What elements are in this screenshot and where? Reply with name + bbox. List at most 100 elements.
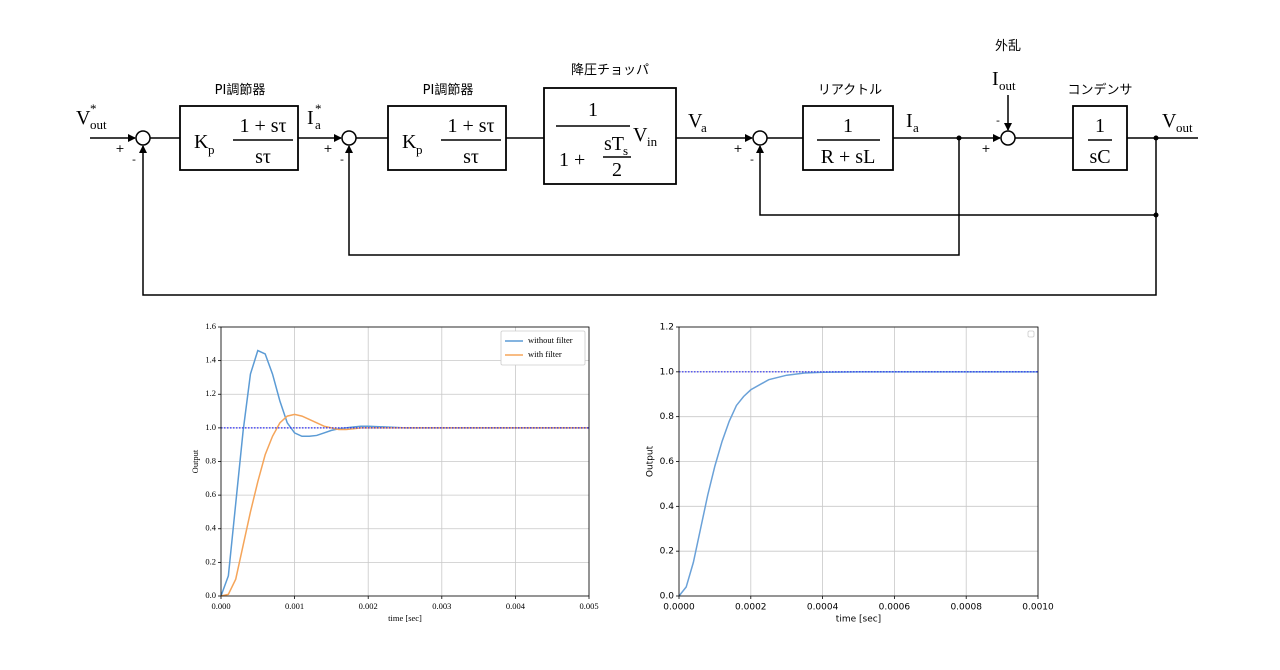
sign: + [323, 142, 332, 155]
x-tick-label: 0.0010 [1022, 603, 1054, 613]
y-tick-label: 0.8 [205, 455, 216, 465]
x-tick-label: 0.0008 [950, 603, 982, 613]
signal: V [1162, 110, 1177, 132]
denominator: 1 + [559, 149, 585, 171]
plot-frame [220, 326, 590, 597]
x-tick-label: 0.0004 [807, 603, 839, 613]
sign: - [750, 153, 754, 166]
y-tick-label: 0.0 [660, 592, 675, 602]
summing-point [752, 130, 768, 146]
y-tick-label: 0.4 [660, 502, 675, 512]
signal: V [76, 107, 91, 129]
denominator: sτ [255, 146, 271, 168]
gain-sub: in [647, 134, 658, 149]
x-tick-label: 0.0006 [879, 603, 911, 613]
y-tick-label: 0.4 [205, 523, 216, 533]
y-tick-label: 1.2 [660, 323, 674, 333]
block-label: コンデンサ [1067, 82, 1132, 98]
signal-sub: out [1176, 120, 1193, 135]
legend-label: with filter [528, 349, 562, 359]
x-axis-label: time [sec] [836, 615, 881, 625]
signal-sub: out [999, 78, 1016, 93]
y-tick-label: 1.0 [660, 367, 675, 377]
y-tick-label: 0.2 [660, 547, 674, 557]
block [802, 105, 894, 171]
y-tick-label: 1.6 [205, 321, 216, 331]
x-tick-label: 0.001 [285, 601, 304, 611]
signal: V [688, 110, 703, 132]
y-tick-label: 0.6 [205, 489, 216, 499]
numerator: 1 [843, 115, 853, 137]
summing-point [135, 130, 151, 146]
sign: - [132, 153, 136, 166]
y-tick-label: 1.2 [205, 388, 216, 398]
wires [90, 95, 1198, 296]
block-label: PI調節器 [215, 83, 266, 98]
denominator: sτ [463, 146, 479, 168]
x-tick-label: 0.005 [579, 601, 598, 611]
numerator: 1 + sτ [447, 115, 494, 137]
numerator: 1 [588, 99, 598, 121]
signal-sup: * [315, 101, 322, 116]
summing-point [341, 130, 357, 146]
block [387, 105, 507, 171]
block-label: PI調節器 [423, 83, 474, 98]
signal: I [992, 68, 999, 90]
inner-denominator: 2 [612, 159, 622, 181]
plot-frame [678, 326, 1039, 597]
x-axis-label: time [sec] [388, 613, 422, 623]
chart: 0.000 0.001 0.002 0.003 0.004 0.005 0.0 0.2 0.4 0… [190, 321, 599, 623]
gain-sub: p [208, 142, 215, 157]
legend-label: without filter [528, 335, 573, 345]
y-tick-label: 0.0 [205, 590, 216, 600]
junction [1153, 212, 1159, 218]
x-tick-label: 0.0000 [663, 603, 695, 613]
y-tick-label: 0.6 [660, 457, 675, 467]
summing-point [1000, 130, 1016, 146]
block-label: リアクトル [818, 83, 882, 98]
x-tick-label: 0.002 [359, 601, 378, 611]
signal: I [307, 107, 314, 129]
y-tick-label: 0.8 [660, 412, 675, 422]
inner-numerator-sub: s [623, 143, 628, 158]
series-line [678, 371, 1038, 597]
feedback-line [345, 138, 960, 256]
x-tick-label: 0.003 [432, 601, 451, 611]
feedback-line [756, 138, 1157, 216]
sign: + [733, 142, 742, 155]
gain: K [194, 131, 209, 153]
feedback-line [139, 145, 1157, 296]
numerator: 1 [1095, 115, 1105, 137]
denominator: R + sL [821, 146, 876, 168]
signal: I [906, 110, 913, 132]
y-tick-label: 0.2 [205, 556, 216, 566]
junction [1153, 135, 1159, 141]
inner-numerator: sT [604, 133, 624, 155]
gain: K [402, 131, 417, 153]
sign: - [340, 153, 344, 166]
signal-sub: a [701, 120, 707, 135]
x-tick-label: 0.004 [506, 601, 526, 611]
chart: 0.0000 0.0002 0.0004 0.0006 0.0008 0.0010 0.0 0… [646, 323, 1055, 625]
gain-sub: p [416, 142, 423, 157]
sign: - [996, 114, 1000, 127]
denominator: sC [1089, 146, 1110, 168]
block [179, 105, 299, 171]
block [543, 87, 677, 185]
signal-sub: a [913, 120, 919, 135]
block-label: 降圧チョッパ [571, 63, 649, 78]
disturbance-label: 外乱 [995, 39, 1021, 54]
y-tick-label: 1.0 [205, 422, 216, 432]
signal-sub: a [315, 117, 321, 132]
signal-sup: * [90, 101, 97, 116]
block [1072, 105, 1128, 171]
numerator: 1 + sτ [239, 115, 286, 137]
y-axis-label: Output [646, 445, 656, 477]
y-tick-label: 1.4 [205, 355, 216, 365]
legend [1027, 330, 1035, 338]
x-tick-label: 0.0002 [735, 603, 767, 613]
y-axis-label: Output [190, 449, 200, 473]
charts: 0.000 0.001 0.002 0.003 0.004 0.0050.00.20.40… [190, 321, 1054, 625]
